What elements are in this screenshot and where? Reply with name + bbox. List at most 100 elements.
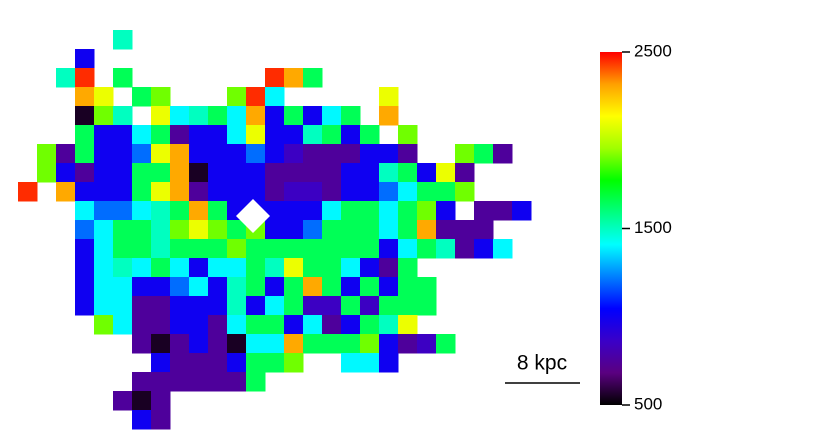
cell (75, 220, 95, 240)
cell (284, 258, 304, 278)
cell (132, 391, 152, 411)
cell (208, 220, 228, 240)
cell (75, 277, 95, 297)
cell (379, 239, 399, 259)
cell (151, 353, 171, 373)
cell (360, 239, 380, 259)
cell (170, 277, 190, 297)
cell (493, 201, 513, 221)
cell (455, 182, 475, 202)
cell (341, 106, 361, 126)
cell (208, 163, 228, 183)
cell (303, 182, 323, 202)
cell (341, 277, 361, 297)
cell (151, 296, 171, 316)
cell (436, 182, 456, 202)
cell (474, 239, 494, 259)
cell (303, 125, 323, 145)
cell (379, 277, 399, 297)
cell (379, 296, 399, 316)
cell (360, 277, 380, 297)
cell (417, 296, 437, 316)
cell (379, 258, 399, 278)
cell (265, 87, 285, 107)
cell (303, 315, 323, 335)
cell (284, 334, 304, 354)
cell (303, 277, 323, 297)
cell (151, 106, 171, 126)
cell (170, 258, 190, 278)
cell (75, 182, 95, 202)
cell (113, 106, 133, 126)
cell (246, 106, 266, 126)
cell (132, 277, 152, 297)
cell (284, 353, 304, 373)
cell (208, 334, 228, 354)
cell (436, 239, 456, 259)
cell (94, 220, 114, 240)
cell (113, 277, 133, 297)
cell (56, 68, 76, 88)
cell (151, 334, 171, 354)
cell (284, 201, 304, 221)
cell (398, 258, 418, 278)
cell (493, 144, 513, 164)
cell (113, 68, 133, 88)
cell (341, 315, 361, 335)
cell (322, 201, 342, 221)
colorbar-tick-label: 500 (634, 394, 662, 413)
cell (322, 296, 342, 316)
cell (75, 239, 95, 259)
cell (94, 239, 114, 259)
cell (227, 144, 247, 164)
cell (94, 296, 114, 316)
cell (113, 163, 133, 183)
cell (246, 315, 266, 335)
cell (246, 144, 266, 164)
cell (189, 372, 209, 392)
cell (436, 334, 456, 354)
cell (227, 277, 247, 297)
cell (94, 144, 114, 164)
cell (360, 125, 380, 145)
cell (227, 87, 247, 107)
cell (265, 106, 285, 126)
cell (322, 144, 342, 164)
cell (398, 125, 418, 145)
cell (132, 87, 152, 107)
cell (75, 49, 95, 69)
cell (94, 125, 114, 145)
cell (303, 220, 323, 240)
cell (303, 201, 323, 221)
cell (94, 201, 114, 221)
cell (322, 315, 342, 335)
cell (360, 258, 380, 278)
cell (379, 353, 399, 373)
cell (379, 334, 399, 354)
cell (246, 87, 266, 107)
center-marker (236, 199, 270, 233)
cell (284, 315, 304, 335)
cell (113, 391, 133, 411)
cell (341, 296, 361, 316)
cell (246, 239, 266, 259)
cell (265, 182, 285, 202)
cell (94, 163, 114, 183)
cell (189, 125, 209, 145)
cell (379, 201, 399, 221)
cell (170, 353, 190, 373)
cell (379, 315, 399, 335)
cell (265, 258, 285, 278)
cell (227, 334, 247, 354)
cell (151, 239, 171, 259)
cell (208, 106, 228, 126)
cell (113, 182, 133, 202)
cell (455, 220, 475, 240)
cell (113, 220, 133, 240)
cell (436, 201, 456, 221)
cell (322, 220, 342, 240)
cell (246, 296, 266, 316)
cell (151, 372, 171, 392)
cell (208, 296, 228, 316)
cell (113, 125, 133, 145)
